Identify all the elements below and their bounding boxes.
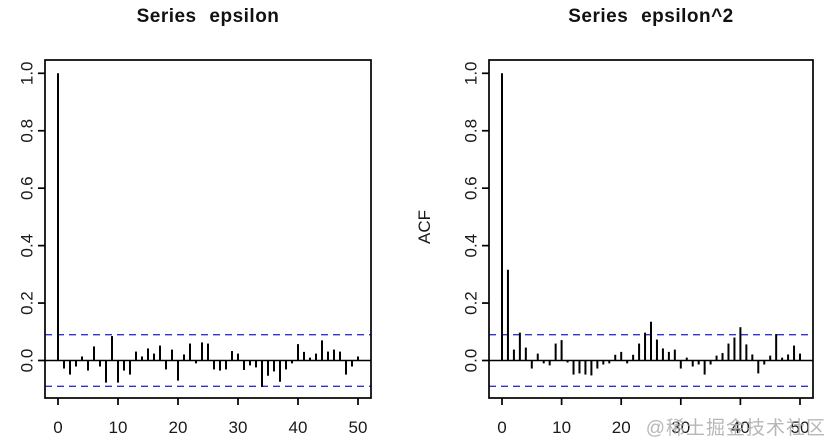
x-tick-label: 40 [289, 418, 308, 437]
y-tick-label: 0.4 [462, 234, 481, 258]
y-tick-label: 0.4 [18, 234, 37, 258]
y-tick-label: 0.6 [462, 176, 481, 200]
plot2-ylabel-acf: ACF [415, 210, 434, 244]
x-tick-label: 50 [349, 418, 368, 437]
plot1-title: Series epsilon [136, 6, 280, 27]
x-tick-label: 10 [552, 418, 571, 437]
y-tick-label: 0.2 [18, 291, 37, 315]
x-tick-label: 30 [671, 418, 690, 437]
x-tick-label: 50 [791, 418, 810, 437]
plot-box [44, 59, 372, 399]
watermark: @稀土掘金技术社区 [645, 418, 824, 439]
plot-box [488, 59, 814, 399]
y-tick-label: 0.2 [462, 291, 481, 315]
x-tick-label: 10 [109, 418, 128, 437]
x-tick-label: 0 [53, 418, 62, 437]
x-tick-label: 20 [169, 418, 188, 437]
y-tick-label: 0.8 [18, 119, 37, 143]
x-tick-label: 20 [612, 418, 631, 437]
y-tick-label: 0.6 [18, 176, 37, 200]
x-tick-label: 0 [497, 418, 506, 437]
x-tick-label: 40 [731, 418, 750, 437]
y-tick-label: 1.0 [18, 61, 37, 85]
y-tick-label: 1.0 [462, 61, 481, 85]
y-tick-label: 0.8 [462, 119, 481, 143]
x-tick-label: 30 [229, 418, 248, 437]
y-tick-label: 0.0 [18, 349, 37, 373]
y-tick-label: 0.0 [462, 349, 481, 373]
plot2-title: Series epsilon^2 [568, 6, 734, 27]
